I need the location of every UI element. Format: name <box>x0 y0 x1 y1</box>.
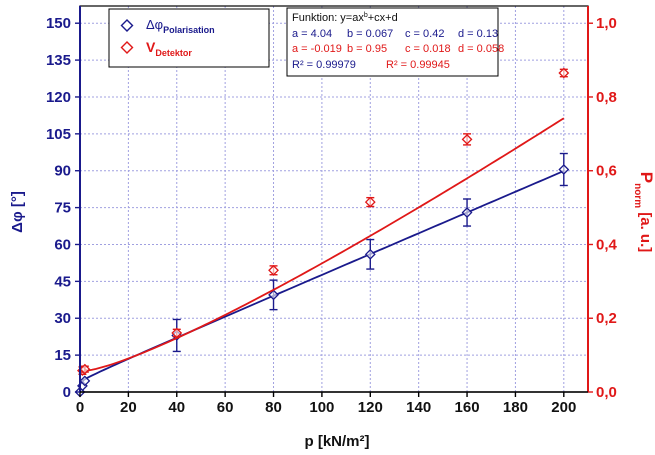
y-right-tick-label-1,0: 1,0 <box>596 15 617 32</box>
fit-red-a: a = -0.019 <box>292 43 342 55</box>
svg-text:Δφ [°]: Δφ [°] <box>9 191 26 233</box>
y-left-tick-label-15: 15 <box>54 347 71 364</box>
y-left-axis-title-base: Δφ <box>9 211 26 233</box>
data-point-detektor-5 <box>461 133 473 145</box>
data-point-detektor-6 <box>558 67 570 79</box>
y-left-tick-label-60: 60 <box>54 236 71 253</box>
fit-box-frame <box>286 7 499 77</box>
data-point-polarisation-4 <box>268 289 279 301</box>
data-point-polarisation-2 <box>79 375 91 387</box>
x-tick-label-120: 120 <box>358 399 383 416</box>
y-right-axis-title-base: P <box>637 172 655 183</box>
x-tick-label-180: 180 <box>503 399 528 416</box>
fit-blue-b: b = 0.067 <box>347 28 393 40</box>
x-tick-label-160: 160 <box>455 399 480 416</box>
y-left-tick-label-105: 105 <box>46 126 71 143</box>
y-left-axis-title: Δφ [°] <box>9 191 26 233</box>
data-point-polarisation-5 <box>364 248 376 260</box>
fit-row-red: a = -0.019 b = 0.95 c = 0.018 d = 0.058 <box>292 43 504 55</box>
y-right-tick-label-0,0: 0,0 <box>596 384 617 401</box>
legend-marker-polarisation <box>120 19 134 32</box>
fit-red-d: d = 0.058 <box>458 43 504 55</box>
y-left-tick-label-30: 30 <box>54 310 71 327</box>
fit-parameter-box: Funktion: y=axb+cx+d a = 4.04 b = 0.067 … <box>286 7 504 77</box>
data-point-polarisation-6 <box>461 207 473 218</box>
y-left-tick-label-45: 45 <box>54 273 71 290</box>
legend: ΔφPolarisation VDetektor <box>108 8 270 68</box>
legend-marker-detektor <box>120 41 134 54</box>
fit-row-blue: a = 4.04 b = 0.067 c = 0.42 d = 0.13 <box>292 28 498 40</box>
y-left-axis-title-unit: [°] <box>9 191 26 211</box>
fit-blue-c: c = 0.42 <box>405 28 444 40</box>
legend-label-polarisation-base: Δφ <box>146 17 163 32</box>
x-tick-label-60: 60 <box>217 399 234 416</box>
fit-r2-blue: R² = 0.99979 <box>292 59 356 71</box>
y-left-tick-label-75: 75 <box>54 200 71 217</box>
legend-label-polarisation: ΔφPolarisation <box>146 17 215 35</box>
axes: 0 20 40 60 80 100 120 140 160 180 200 0 15 30 45 60 75 90… <box>46 5 618 416</box>
y-left-tick-label-120: 120 <box>46 89 71 106</box>
y-left-tick-label-135: 135 <box>46 52 71 69</box>
y-right-tick-label-0,2: 0,2 <box>596 310 617 327</box>
fit-curve-detektor <box>79 117 565 372</box>
legend-label-detektor-sub: Detektor <box>155 48 192 58</box>
svg-text:Pnorm [a. u.]: Pnorm [a. u.] <box>632 172 655 253</box>
y-left-tick-label-0: 0 <box>63 384 71 401</box>
y-right-tick-label-0,8: 0,8 <box>596 89 617 106</box>
x-tick-label-20: 20 <box>120 399 137 416</box>
y-right-axis-title-sub: norm <box>632 183 643 208</box>
fit-function-sup: b <box>364 12 368 19</box>
legend-label-detektor: VDetektor <box>146 39 192 58</box>
y-right-axis-title: Pnorm [a. u.] <box>632 172 655 253</box>
fit-function-line: Funktion: y=axb+cx+d <box>292 12 398 24</box>
data-point-detektor-2 <box>171 327 183 339</box>
x-tick-label-80: 80 <box>265 399 282 416</box>
fit-blue-d: d = 0.13 <box>458 28 498 40</box>
y-left-tick-label-150: 150 <box>46 15 71 32</box>
legend-label-detektor-base: V <box>146 39 156 55</box>
data-point-detektor-4 <box>364 196 376 208</box>
fit-r2-red: R² = 0.99945 <box>386 59 450 71</box>
legend-frame <box>108 8 270 68</box>
x-tick-label-100: 100 <box>309 399 334 416</box>
y-right-tick-label-0,4: 0,4 <box>596 236 618 253</box>
x-tick-label-200: 200 <box>551 399 576 416</box>
y-right-tick-label-0,6: 0,6 <box>596 163 617 180</box>
fit-blue-a: a = 4.04 <box>292 28 332 40</box>
x-tick-label-140: 140 <box>406 399 431 416</box>
x-axis-title: p [kN/m²] <box>305 433 370 450</box>
data-point-polarisation-7 <box>558 164 570 175</box>
data-point-detektor-1 <box>79 363 91 375</box>
fit-function-prefix: Funktion: y=ax <box>292 12 364 24</box>
x-tick-label-0: 0 <box>76 399 84 416</box>
x-tick-label-40: 40 <box>168 399 185 416</box>
y-left-tick-label-90: 90 <box>54 163 71 180</box>
fit-function-suffix: +cx+d <box>368 12 398 24</box>
y-right-axis-title-unit: [a. u.] <box>637 208 654 252</box>
fit-red-b: b = 0.95 <box>347 43 387 55</box>
legend-label-polarisation-sub: Polarisation <box>163 25 215 35</box>
fit-red-c: c = 0.018 <box>405 43 451 55</box>
data-point-detektor-3 <box>268 264 279 276</box>
